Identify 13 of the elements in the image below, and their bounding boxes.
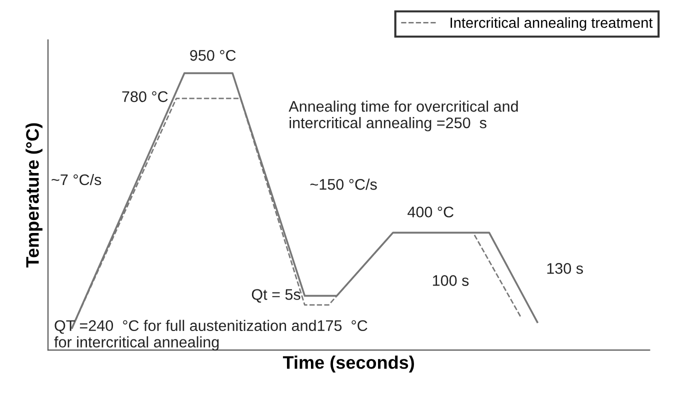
legend-label: Intercritical annealing treatment — [450, 17, 653, 31]
annotation: QT =240 °C for full austenitization and175 °C for intercritical annealing — [54, 320, 368, 351]
annotation: Qt = 5s — [252, 289, 300, 303]
annotation: 780 °C — [122, 91, 168, 102]
annotation: ~7 °C/s — [52, 174, 102, 186]
annotation: 130 s — [547, 263, 583, 274]
annotation: ~150 °C/s — [310, 178, 377, 190]
annotation: Annealing time for overcritical and intercritical annealing =250 s — [288, 100, 518, 132]
text: 950 °C — [190, 50, 236, 61]
x-axis-title: Time (seconds) — [282, 356, 414, 372]
annotation: 100 s — [432, 275, 469, 286]
y-axis-title: Temperature (°C) — [26, 123, 42, 268]
annotation: 400 °C — [408, 206, 454, 218]
